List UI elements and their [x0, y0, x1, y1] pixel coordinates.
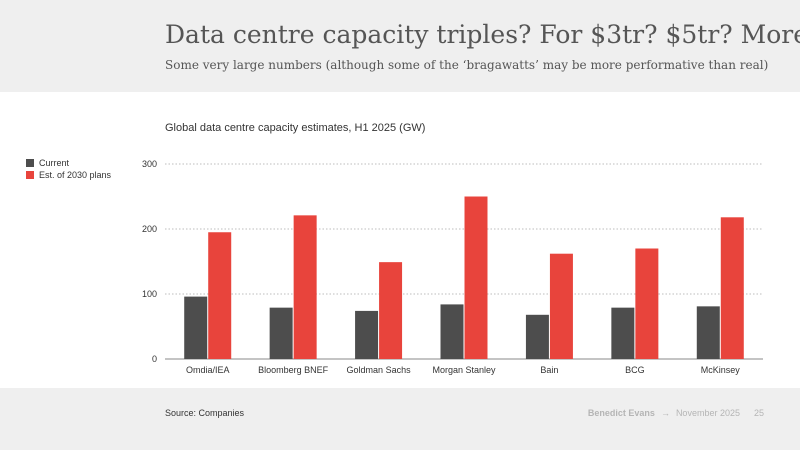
y-tick-label: 0: [152, 354, 157, 364]
x-tick-label: BCG: [625, 365, 645, 375]
legend-item-2030-plans: Est. of 2030 plans: [26, 169, 111, 181]
x-tick-label: Morgan Stanley: [432, 365, 496, 375]
y-tick-label: 100: [142, 289, 157, 299]
page-subtitle: Some very large numbers (although some o…: [165, 58, 769, 72]
bar-current: [525, 314, 549, 359]
bar-current: [440, 304, 464, 359]
chart-title: Global data centre capacity estimates, H…: [165, 122, 426, 134]
chart-legend: Current Est. of 2030 plans: [26, 157, 111, 181]
bar-current: [184, 296, 208, 359]
author-name: Benedict Evans: [587, 408, 655, 418]
page-title: Data centre capacity triples? For $3tr? …: [165, 20, 800, 49]
arrow-separator: →: [660, 408, 670, 418]
legend-swatch-2030-plans: [26, 171, 34, 179]
bar-current: [355, 310, 379, 359]
header-band: Data centre capacity triples? For $3tr? …: [0, 0, 800, 92]
legend-label-current: Current: [39, 158, 70, 168]
bar-current: [269, 307, 293, 359]
source-note: Source: Companies: [165, 408, 245, 418]
x-tick-label: McKinsey: [701, 365, 741, 375]
bar-2030-plans: [635, 248, 659, 359]
y-tick-label: 200: [142, 224, 157, 234]
x-tick-label: Bain: [540, 365, 558, 375]
legend-swatch-current: [26, 159, 34, 167]
bar-2030-plans: [379, 262, 403, 359]
bar-2030-plans: [549, 253, 573, 359]
footer-band: Source: Companies Benedict Evans → Novem…: [0, 388, 800, 450]
legend-label-2030-plans: Est. of 2030 plans: [39, 170, 112, 180]
bar-2030-plans: [293, 215, 317, 359]
credits: Benedict Evans → November 2025 25: [588, 408, 764, 418]
x-tick-label: Omdia/IEA: [186, 365, 230, 375]
y-tick-label: 300: [142, 159, 157, 169]
bar-2030-plans: [208, 232, 232, 359]
legend-item-current: Current: [26, 157, 111, 169]
x-tick-label: Goldman Sachs: [347, 365, 412, 375]
bar-2030-plans: [720, 217, 744, 359]
page-number: 25: [753, 408, 764, 418]
bar-current: [696, 306, 720, 359]
date-label: November 2025: [675, 408, 740, 418]
bar-2030-plans: [464, 196, 488, 359]
x-tick-label: Bloomberg BNEF: [258, 365, 329, 375]
bar-current: [611, 307, 635, 359]
